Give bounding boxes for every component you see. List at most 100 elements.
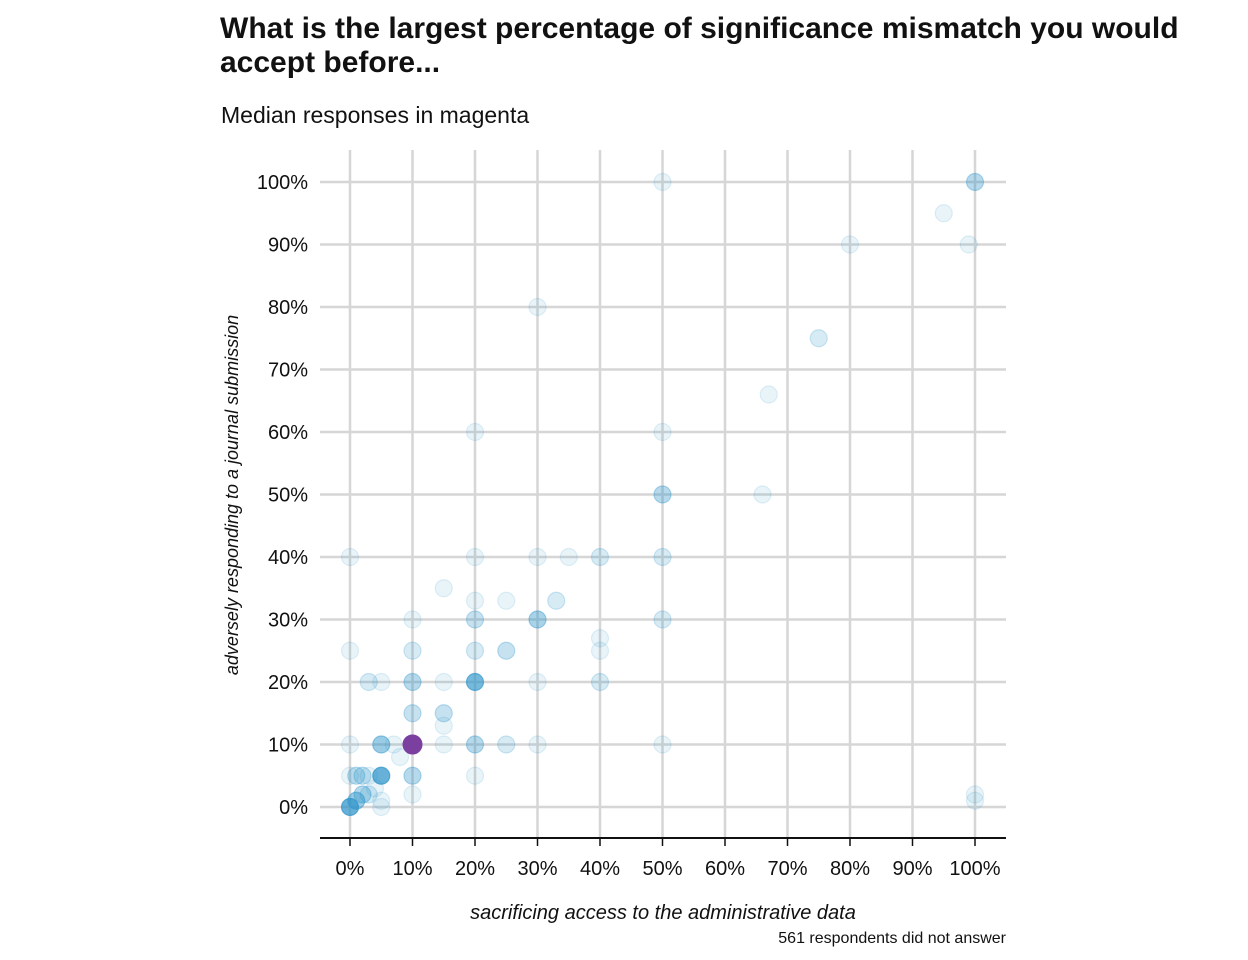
y-tick-label: 10% xyxy=(268,735,308,757)
x-tick-label: 60% xyxy=(705,858,745,880)
data-point xyxy=(653,485,672,504)
data-point xyxy=(528,547,547,567)
chart-title: What is the largest percentage of signif… xyxy=(220,12,1179,79)
data-point xyxy=(528,610,547,629)
data-point xyxy=(653,422,672,442)
data-point xyxy=(753,485,772,504)
data-point xyxy=(590,641,610,660)
data-point xyxy=(528,735,547,754)
x-tick-label: 70% xyxy=(767,858,807,880)
data-point xyxy=(434,672,453,692)
data-point xyxy=(590,672,610,692)
y-tick-label: 50% xyxy=(268,485,308,507)
data-point xyxy=(340,547,360,567)
grid xyxy=(320,150,1006,838)
data-points xyxy=(340,172,985,817)
y-tick-label: 70% xyxy=(268,360,308,382)
data-point xyxy=(372,797,391,817)
data-point xyxy=(465,591,485,610)
data-point xyxy=(653,735,672,754)
data-point xyxy=(390,747,410,767)
data-point xyxy=(465,641,485,660)
data-point xyxy=(965,785,985,804)
data-point xyxy=(759,385,778,404)
data-point xyxy=(403,672,422,692)
y-tick-label: 100% xyxy=(257,172,308,194)
y-axis-label: adversely responding to a journal submis… xyxy=(222,315,242,675)
data-point xyxy=(403,704,422,723)
x-tick-label: 80% xyxy=(830,858,870,880)
data-point xyxy=(434,579,453,598)
data-point xyxy=(340,797,360,817)
data-point xyxy=(965,791,985,810)
data-point xyxy=(403,610,422,629)
data-point xyxy=(465,610,485,629)
data-point xyxy=(465,422,485,442)
x-tick-label: 100% xyxy=(949,858,1000,880)
data-point xyxy=(359,672,378,692)
data-point xyxy=(965,172,985,192)
y-tick-label: 0% xyxy=(279,797,308,819)
data-point xyxy=(340,766,360,785)
data-point xyxy=(465,547,485,567)
data-point xyxy=(497,735,516,754)
data-point xyxy=(465,735,485,754)
data-point xyxy=(434,716,453,735)
data-point xyxy=(353,766,372,785)
data-point xyxy=(653,547,672,567)
data-point xyxy=(359,766,378,785)
data-point xyxy=(359,785,378,804)
x-tick-label: 50% xyxy=(642,858,682,880)
data-point xyxy=(840,235,860,254)
data-point xyxy=(365,779,385,798)
data-point xyxy=(434,735,453,754)
y-tick-label: 60% xyxy=(268,422,308,444)
y-tick-label: 30% xyxy=(268,610,308,632)
data-point xyxy=(372,672,391,692)
data-point xyxy=(465,766,485,785)
data-point xyxy=(372,791,391,810)
chart-subtitle: Median responses in magenta xyxy=(221,102,530,128)
data-point xyxy=(347,791,366,810)
data-point xyxy=(403,785,422,804)
data-point xyxy=(372,766,391,785)
data-point xyxy=(934,204,953,223)
median-point xyxy=(402,734,423,755)
data-point xyxy=(384,735,403,754)
data-point xyxy=(653,610,672,629)
data-point xyxy=(528,297,547,317)
x-tick-label: 20% xyxy=(455,858,495,880)
x-tick-label: 0% xyxy=(336,858,365,880)
y-tick-label: 90% xyxy=(268,235,308,257)
data-point xyxy=(559,547,578,567)
data-point xyxy=(590,629,610,648)
y-tick-label: 80% xyxy=(268,297,308,319)
y-tick-label: 20% xyxy=(268,672,308,694)
data-point xyxy=(959,235,978,254)
y-tick-label: 40% xyxy=(268,547,308,569)
data-point xyxy=(653,172,672,192)
data-point xyxy=(528,672,547,692)
data-point xyxy=(465,672,485,692)
data-point xyxy=(403,766,422,785)
x-tick-label: 30% xyxy=(517,858,557,880)
data-point xyxy=(434,704,453,723)
axes: 0% 10% 20% 30% 40% 50% 60% 70% 80% 90% 100% 0% 10% 20… xyxy=(257,172,1006,880)
data-point xyxy=(347,766,366,785)
x-tick-label: 10% xyxy=(392,858,432,880)
data-point xyxy=(497,591,516,610)
data-point xyxy=(340,735,360,754)
data-point xyxy=(547,591,566,610)
data-point xyxy=(403,641,422,660)
x-tick-label: 40% xyxy=(580,858,620,880)
data-point xyxy=(353,785,372,804)
data-point xyxy=(497,641,516,660)
data-point xyxy=(340,641,360,660)
x-tick-label: 90% xyxy=(892,858,932,880)
median-points xyxy=(402,734,423,755)
caption: 561 respondents did not answer xyxy=(778,930,1006,947)
data-point xyxy=(590,547,610,567)
x-axis-label: sacrificing access to the administrative… xyxy=(470,902,856,924)
data-point xyxy=(809,329,828,348)
